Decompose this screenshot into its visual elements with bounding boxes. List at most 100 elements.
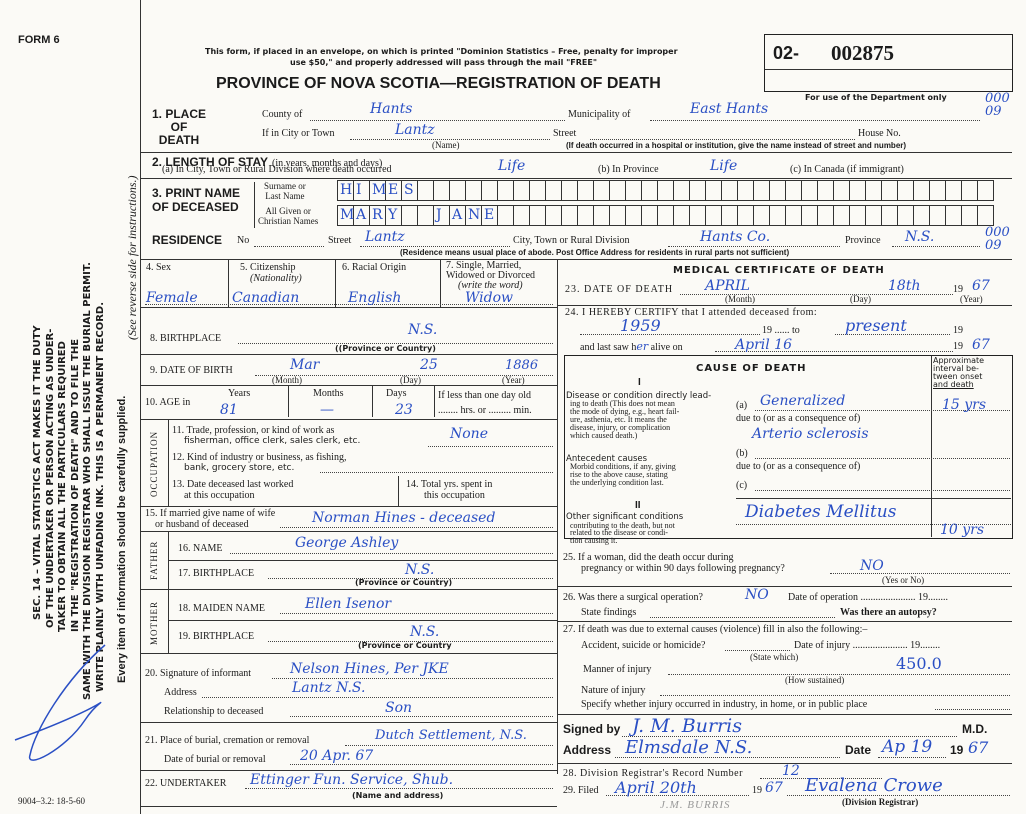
letter-box[interactable]: [418, 180, 434, 201]
city-value[interactable]: Lantz: [395, 122, 435, 138]
letter-box[interactable]: [530, 205, 546, 226]
letter-box[interactable]: [738, 180, 754, 201]
letter-box[interactable]: [738, 205, 754, 226]
letter-box[interactable]: [562, 205, 578, 226]
letter-box[interactable]: [946, 205, 962, 226]
occupation-value[interactable]: None: [450, 426, 488, 442]
letter-box[interactable]: [434, 205, 450, 226]
months-value[interactable]: —: [320, 402, 334, 418]
letter-box[interactable]: [642, 180, 658, 201]
sex-value[interactable]: Female: [146, 290, 198, 306]
letter-box[interactable]: [546, 180, 562, 201]
letter-box[interactable]: [866, 205, 882, 226]
informant-signature-value[interactable]: Nelson Hines, Per JKE: [290, 661, 449, 677]
signed-by-value[interactable]: J. M. Burris: [632, 715, 742, 737]
municipality-value[interactable]: East Hants: [690, 101, 769, 117]
years-value[interactable]: 81: [220, 402, 238, 418]
letter-box[interactable]: [450, 205, 466, 226]
letter-box[interactable]: [914, 180, 930, 201]
letter-box[interactable]: [850, 205, 866, 226]
letter-box[interactable]: [610, 205, 626, 226]
letter-box[interactable]: [482, 205, 498, 226]
filed-year[interactable]: 67: [765, 780, 783, 796]
last-saw-year[interactable]: 67: [972, 337, 990, 353]
undertaker-value[interactable]: Ettinger Fun. Service, Shub.: [250, 772, 454, 788]
residence-province-value[interactable]: N.S.: [905, 229, 935, 245]
letter-box[interactable]: [754, 205, 770, 226]
filed-value[interactable]: April 20th: [615, 778, 697, 797]
spouse-value[interactable]: Norman Hines - deceased: [312, 510, 496, 526]
letter-box[interactable]: [706, 180, 722, 201]
letter-box[interactable]: [674, 205, 690, 226]
letter-box[interactable]: [898, 180, 914, 201]
stay-city-value[interactable]: Life: [498, 158, 526, 174]
dod-day[interactable]: 18th: [888, 278, 921, 294]
dob-day[interactable]: 25: [420, 357, 438, 373]
letter-box[interactable]: [834, 205, 850, 226]
residence-city-value[interactable]: Hants Co.: [700, 229, 771, 245]
letter-box[interactable]: [834, 180, 850, 201]
letter-box[interactable]: [818, 205, 834, 226]
letter-box[interactable]: [354, 205, 370, 226]
letter-box[interactable]: [386, 180, 402, 201]
letter-box[interactable]: [578, 180, 594, 201]
letter-box[interactable]: [978, 205, 994, 226]
given-names-grid[interactable]: [337, 205, 994, 226]
burial-place-value[interactable]: Dutch Settlement, N.S.: [375, 728, 527, 743]
letter-box[interactable]: [914, 205, 930, 226]
letter-box[interactable]: [562, 180, 578, 201]
letter-box[interactable]: [578, 205, 594, 226]
letter-box[interactable]: [930, 180, 946, 201]
attended-from-value[interactable]: 1959: [620, 316, 661, 335]
letter-box[interactable]: [514, 180, 530, 201]
dod-year[interactable]: 67: [972, 278, 990, 294]
letter-box[interactable]: [546, 205, 562, 226]
letter-box[interactable]: [530, 180, 546, 201]
letter-box[interactable]: [722, 205, 738, 226]
letter-box[interactable]: [690, 180, 706, 201]
last-saw-value[interactable]: April 16: [735, 337, 792, 353]
letter-box[interactable]: [466, 180, 482, 201]
letter-box[interactable]: [866, 180, 882, 201]
letter-box[interactable]: [722, 180, 738, 201]
citizenship-value[interactable]: Canadian: [232, 290, 300, 306]
dob-year[interactable]: 1886: [505, 358, 539, 373]
letter-box[interactable]: [962, 180, 978, 201]
letter-box[interactable]: [434, 180, 450, 201]
letter-box[interactable]: [418, 205, 434, 226]
letter-box[interactable]: [786, 205, 802, 226]
letter-box[interactable]: [770, 205, 786, 226]
letter-box[interactable]: [658, 180, 674, 201]
manner-value[interactable]: 450.0: [896, 654, 942, 673]
stay-province-value[interactable]: Life: [710, 158, 738, 174]
record-number-value[interactable]: 12: [782, 763, 800, 779]
q25-value[interactable]: NO: [860, 558, 884, 574]
letter-box[interactable]: [690, 205, 706, 226]
signature-date-value[interactable]: Ap 19: [882, 737, 933, 757]
signature-year-value[interactable]: 67: [968, 738, 989, 757]
residence-street-value[interactable]: Lantz: [365, 229, 405, 245]
letter-box[interactable]: [930, 205, 946, 226]
letter-box[interactable]: [658, 205, 674, 226]
cause-a-interval[interactable]: 15 yrs: [942, 397, 987, 413]
racial-origin-value[interactable]: English: [348, 290, 402, 306]
letter-box[interactable]: [338, 205, 354, 226]
letter-box[interactable]: [354, 180, 370, 201]
days-value[interactable]: 23: [395, 402, 413, 418]
signature-address-value[interactable]: Elmsdale N.S.: [625, 737, 753, 758]
letter-box[interactable]: [962, 205, 978, 226]
other-conditions-interval[interactable]: 10 yrs: [940, 522, 985, 538]
dod-month[interactable]: APRIL: [705, 278, 750, 294]
letter-box[interactable]: [706, 205, 722, 226]
letter-box[interactable]: [514, 205, 530, 226]
letter-box[interactable]: [402, 180, 418, 201]
letter-box[interactable]: [498, 205, 514, 226]
burial-date-value[interactable]: 20 Apr. 67: [300, 748, 374, 764]
letter-box[interactable]: [450, 180, 466, 201]
mother-maiden-value[interactable]: Ellen Isenor: [305, 596, 392, 612]
letter-box[interactable]: [370, 180, 386, 201]
letter-box[interactable]: [386, 205, 402, 226]
letter-box[interactable]: [338, 180, 354, 201]
letter-box[interactable]: [818, 180, 834, 201]
letter-box[interactable]: [978, 180, 994, 201]
